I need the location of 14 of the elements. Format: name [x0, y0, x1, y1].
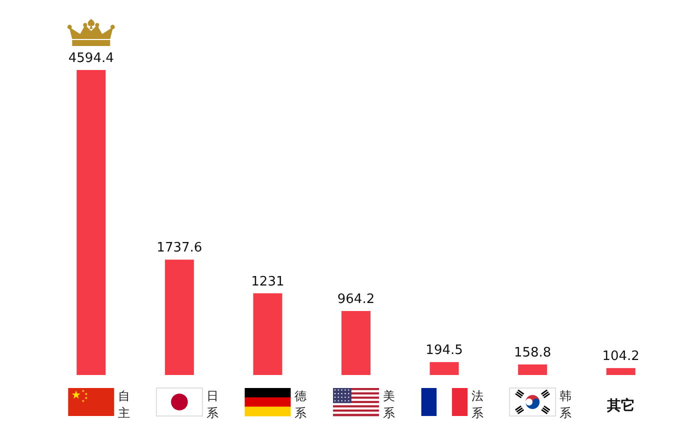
x-tick-label: 美系 [383, 389, 395, 420]
x-tick-label: 自主 [118, 389, 130, 420]
data-label: 104.2 [602, 349, 640, 364]
data-label: 964.2 [337, 292, 375, 307]
data-label: 4594.4 [68, 51, 114, 66]
data-label: 158.8 [514, 345, 552, 360]
x-tick-label: 德系 [294, 389, 307, 420]
x-tick-label: 其它 [606, 397, 635, 414]
data-label: 194.5 [426, 343, 463, 358]
x-tick-label: 韩系 [560, 389, 572, 420]
x-tick-label: 日系 [206, 389, 218, 420]
data-label: 1737.6 [156, 240, 202, 256]
x-tick-label: 法系 [471, 389, 484, 420]
data-label: 1231 [251, 274, 284, 290]
